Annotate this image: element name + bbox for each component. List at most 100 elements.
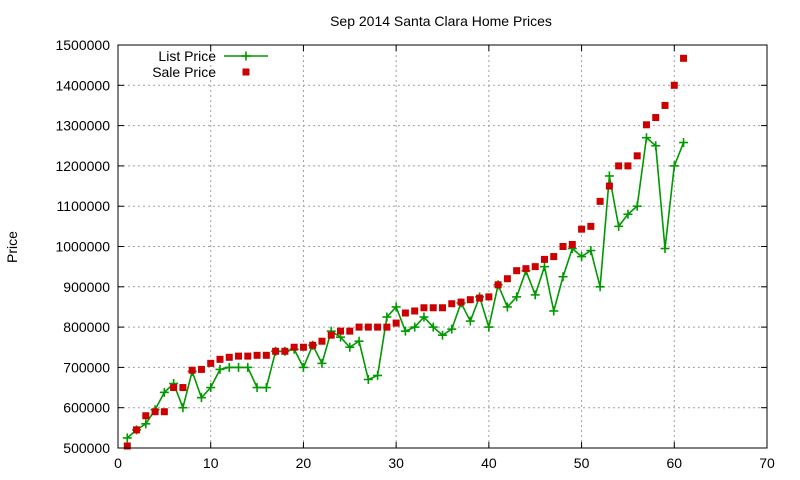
list-price-point [391, 302, 401, 312]
list-price-point [502, 302, 512, 312]
series-sale-price [123, 54, 688, 450]
sale-price-point [244, 352, 252, 360]
list-price-point [438, 330, 447, 340]
sale-price-point [578, 225, 586, 233]
list-price-point [530, 290, 540, 300]
sale-price-point [485, 293, 493, 301]
list-price-point [234, 362, 244, 372]
sale-price-point [235, 352, 243, 360]
sale-price-point [133, 426, 141, 434]
y-tick-label: 500000 [63, 440, 110, 456]
sale-price-point [355, 323, 363, 331]
sale-price-point [160, 408, 168, 416]
sale-price-point [411, 307, 419, 315]
list-price-point [641, 133, 651, 143]
sale-price-point [513, 267, 521, 275]
sale-price-point [207, 359, 215, 367]
list-price-point [373, 370, 383, 380]
data-series [122, 54, 689, 450]
sale-price-point [439, 304, 446, 312]
x-tick-label: 30 [388, 455, 404, 471]
legend-sample-sale-price [242, 68, 250, 76]
sale-price-point [281, 347, 289, 355]
y-tick-label: 600000 [63, 400, 110, 416]
list-price-point [261, 383, 271, 393]
y-tick-label: 900000 [63, 279, 110, 295]
sale-price-point [364, 323, 372, 331]
axis-ticks: 0 10 20 30 40 50 60 70 500000 600000 700000 800000 9… [55, 37, 775, 471]
sale-price-point [448, 300, 456, 308]
sale-price-point [197, 365, 205, 373]
sale-price-point [420, 304, 428, 312]
sale-price-point [466, 296, 474, 304]
list-price-point [206, 383, 216, 393]
sale-price-point [494, 281, 502, 289]
list-price-point [298, 362, 308, 372]
sale-price-point [262, 351, 270, 359]
list-price-point [604, 171, 614, 181]
x-tick-label: 40 [481, 455, 497, 471]
sale-price-point [680, 54, 688, 62]
chart-title: Sep 2014 Santa Clara Home Prices [330, 13, 552, 29]
list-price-point [669, 161, 679, 171]
sale-price-point [559, 243, 567, 250]
x-tick-label: 20 [296, 455, 312, 471]
sale-price-point [522, 265, 530, 273]
sale-price-point [550, 253, 558, 261]
sale-price-point [216, 355, 224, 363]
list-price-point [243, 362, 253, 372]
sale-price-point [605, 182, 613, 190]
list-price-point [317, 358, 327, 368]
legend-label-list-price: List Price [158, 48, 216, 64]
sale-price-point [568, 240, 576, 248]
list-price-point [660, 244, 670, 254]
list-price-point [595, 282, 605, 292]
list-price-point [354, 336, 364, 346]
legend-marker [241, 51, 251, 61]
sale-price-point [318, 337, 326, 345]
list-price-point [196, 393, 206, 403]
sale-price-point [179, 384, 187, 392]
sale-price-point [170, 384, 178, 392]
sale-price-point [596, 197, 604, 205]
sale-price-point [383, 323, 391, 331]
legend: List Price Sale Price [152, 48, 268, 80]
x-tick-label: 70 [759, 455, 775, 471]
y-axis-label: Price [4, 231, 20, 263]
sale-price-point [624, 162, 632, 170]
y-tick-label: 1400000 [55, 77, 110, 93]
list-price-point [586, 246, 596, 256]
sale-price-point [142, 412, 150, 420]
sale-price-point [337, 327, 345, 335]
list-price-point [382, 312, 392, 322]
y-tick-label: 700000 [63, 359, 110, 375]
list-price-point [141, 419, 151, 429]
sale-price-point [309, 341, 317, 349]
list-price-point [410, 322, 420, 332]
grid-lines [118, 45, 767, 448]
list-price-point [651, 141, 661, 151]
list-price-point [400, 326, 410, 336]
list-price-point [178, 403, 188, 413]
y-tick-label: 1200000 [55, 158, 110, 174]
sale-price-point [374, 323, 382, 331]
sale-price-point [225, 353, 233, 361]
y-tick-label: 1000000 [55, 239, 110, 255]
list-price-point [447, 324, 457, 334]
y-tick-label: 800000 [63, 319, 110, 335]
sale-price-point [346, 327, 354, 335]
sale-price-point [661, 101, 669, 109]
y-tick-label: 1300000 [55, 118, 110, 134]
sale-price-point [457, 298, 465, 306]
list-price-point [623, 209, 633, 219]
sale-price-point [429, 304, 437, 312]
sale-price-point [642, 121, 650, 129]
list-price-point [345, 342, 355, 352]
list-price-point [122, 433, 132, 443]
sale-price-point [652, 114, 660, 122]
y-tick-label: 1100000 [57, 198, 111, 214]
sale-price-point [327, 331, 335, 339]
list-price-point [419, 312, 429, 322]
list-price-point [577, 252, 587, 262]
x-tick-label: 50 [574, 455, 590, 471]
